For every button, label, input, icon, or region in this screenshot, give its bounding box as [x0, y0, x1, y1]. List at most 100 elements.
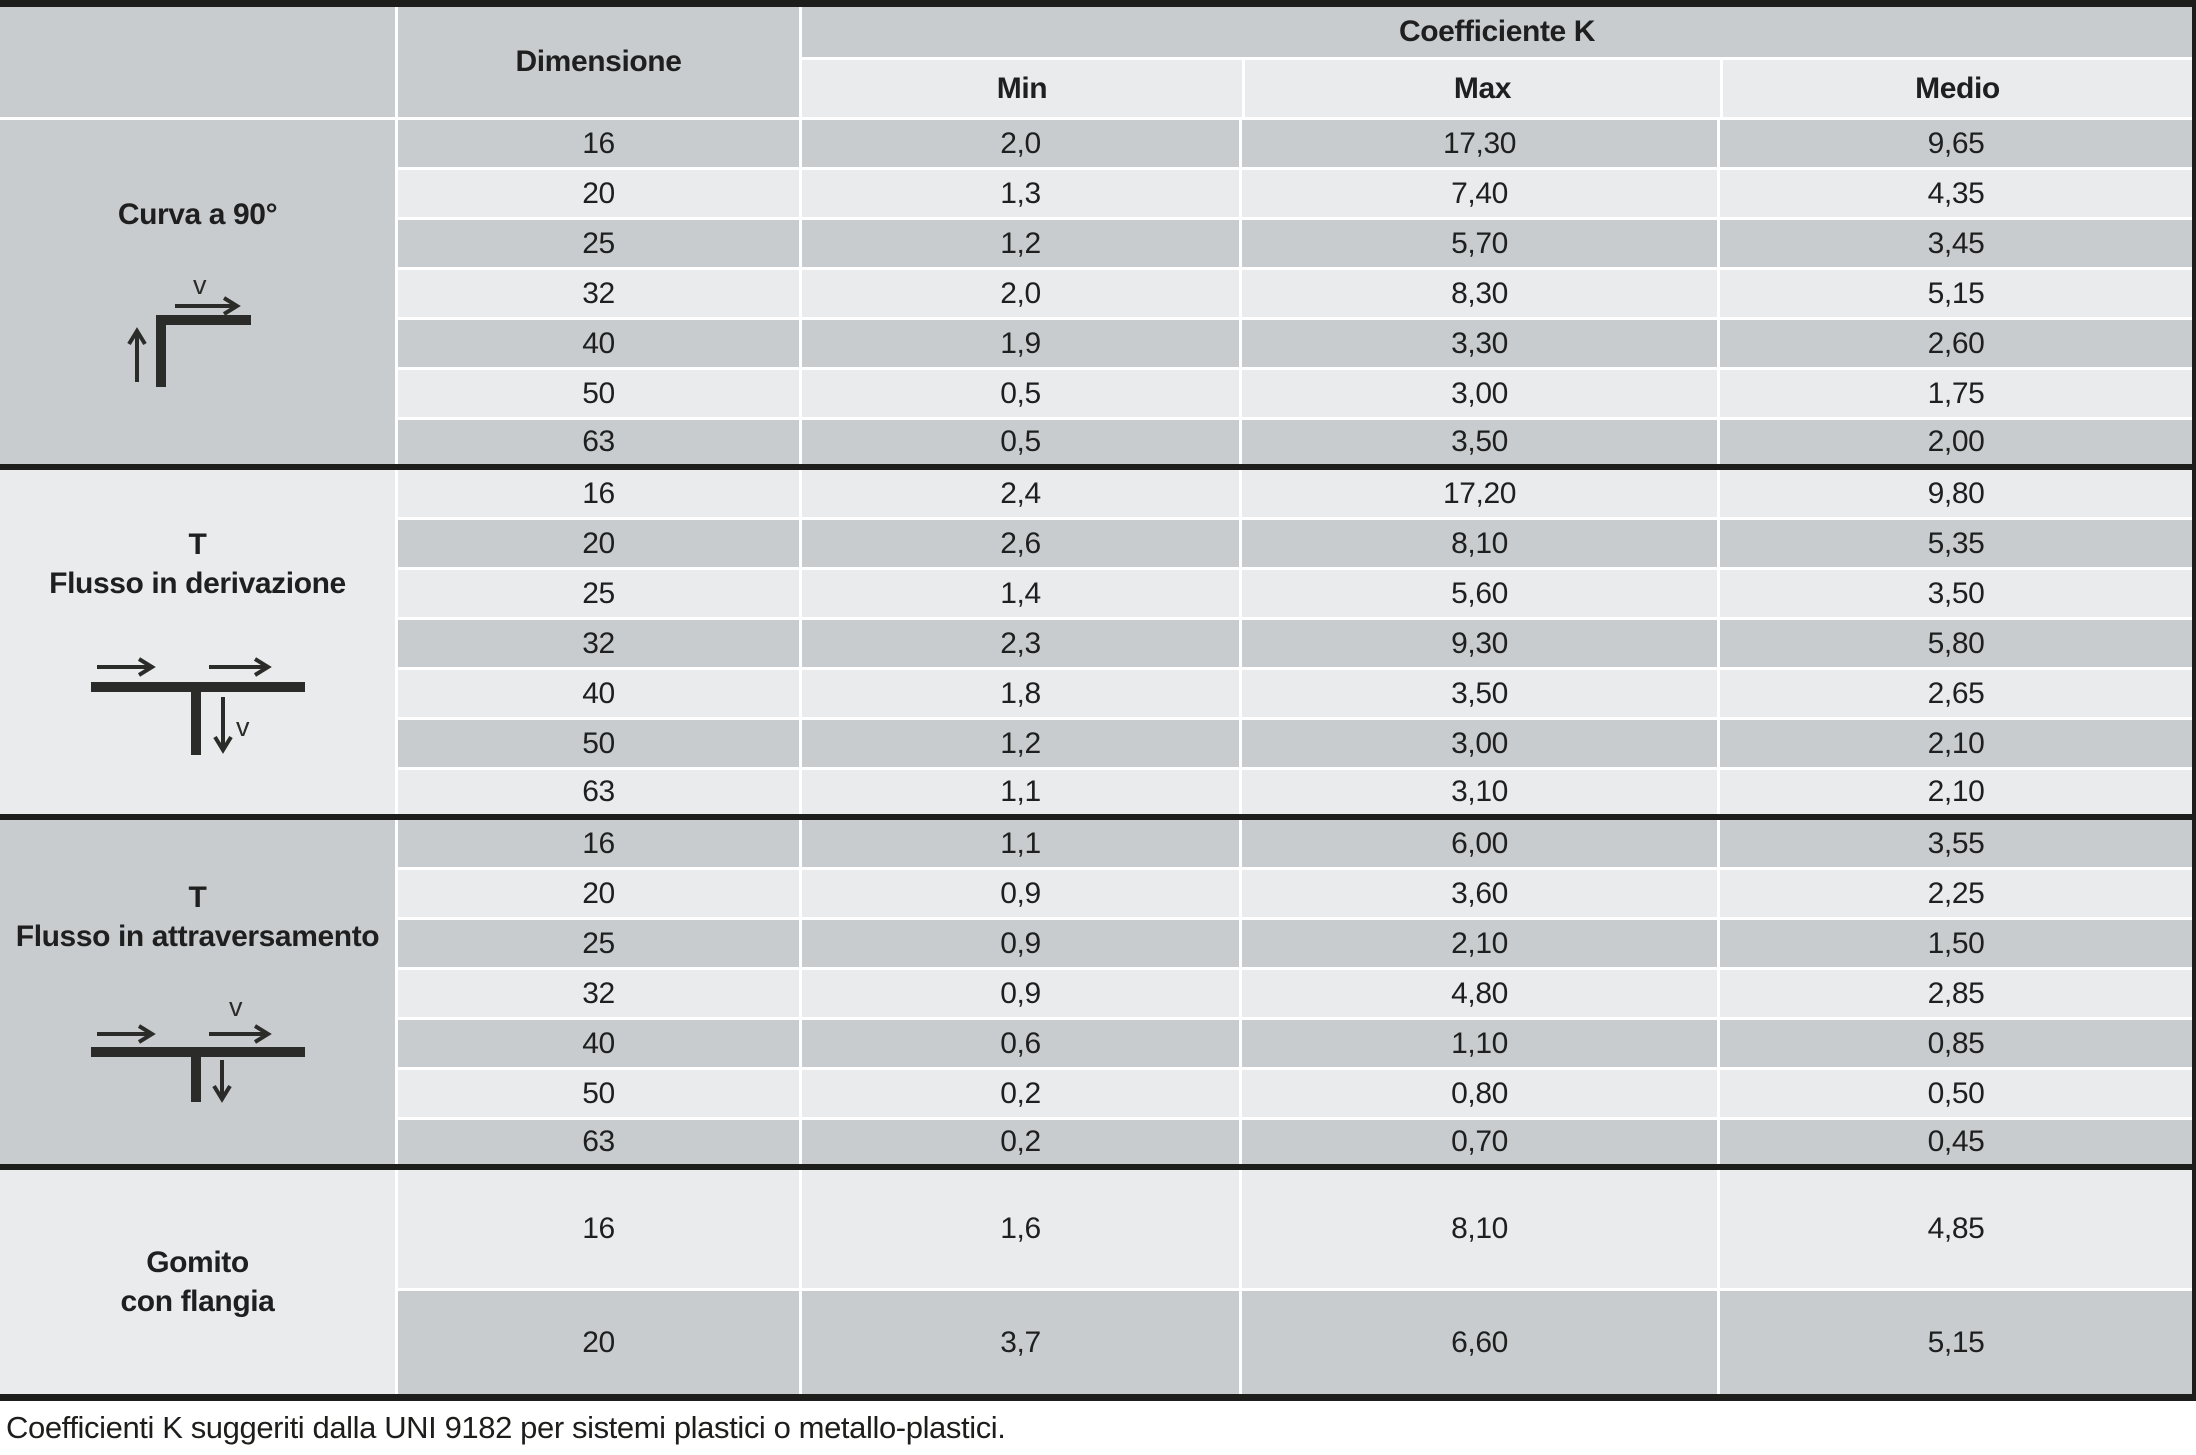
section-divider [0, 1164, 2192, 1170]
dimension-cell: 16 [395, 120, 799, 167]
section-label-cell: Curva a 90° v [0, 120, 395, 464]
section-gomito-con-flangia: Gomito con flangia 16 1,6 8,10 4,85 20 3,7 6,6… [0, 1170, 2192, 1394]
dimension-cell: 16 [395, 470, 799, 517]
min-column-header: Min [802, 60, 1242, 117]
max-cell: 0,70 [1239, 1120, 1717, 1164]
min-cell: 2,6 [799, 520, 1239, 567]
max-cell: 4,80 [1239, 970, 1717, 1017]
section-label-cell: Gomito con flangia [0, 1170, 395, 1394]
min-cell: 1,9 [799, 320, 1239, 367]
table-row: 25 0,9 2,10 1,50 [395, 920, 2192, 970]
max-cell: 3,60 [1239, 870, 1717, 917]
section-rows: 16 1,1 6,00 3,55 20 0,9 3,60 2,25 25 0,9 2,10 1,50 3… [395, 820, 2192, 1164]
dimension-column-header: Dimensione [395, 7, 799, 117]
dimension-cell: 50 [395, 1070, 799, 1117]
footer-note: Coefficienti K suggeriti dalla UNI 9182 … [6, 1410, 1006, 1445]
dimension-cell: 25 [395, 920, 799, 967]
table-row: 32 2,0 8,30 5,15 [395, 270, 2192, 320]
table-row: 16 2,0 17,30 9,65 [395, 120, 2192, 170]
min-cell: 0,2 [799, 1070, 1239, 1117]
coefficient-k-header-group: Coefficiente K Min Max Medio [799, 7, 2192, 117]
min-cell: 0,6 [799, 1020, 1239, 1067]
table-row: 40 0,6 1,10 0,85 [395, 1020, 2192, 1070]
table-row: 32 2,3 9,30 5,80 [395, 620, 2192, 670]
min-cell: 0,9 [799, 970, 1239, 1017]
medio-cell: 2,10 [1717, 720, 2192, 767]
coefficient-k-subheaders: Min Max Medio [802, 60, 2192, 117]
table-row: 63 0,2 0,70 0,45 [395, 1120, 2192, 1164]
medio-cell: 2,65 [1717, 670, 2192, 717]
medio-cell: 5,35 [1717, 520, 2192, 567]
max-cell: 3,00 [1239, 720, 1717, 767]
max-cell: 8,10 [1239, 1170, 1717, 1288]
dimension-cell: 25 [395, 220, 799, 267]
medio-cell: 2,10 [1717, 770, 2192, 814]
min-cell: 1,3 [799, 170, 1239, 217]
max-cell: 7,40 [1239, 170, 1717, 217]
min-cell: 2,4 [799, 470, 1239, 517]
max-cell: 6,00 [1239, 820, 1717, 867]
svg-text:v: v [229, 994, 243, 1022]
medio-cell: 1,75 [1717, 370, 2192, 417]
max-cell: 3,10 [1239, 770, 1717, 814]
max-cell: 17,30 [1239, 120, 1717, 167]
dimension-cell: 25 [395, 570, 799, 617]
section-divider [0, 464, 2192, 470]
medio-column-header: Medio [1720, 60, 2192, 117]
min-cell: 0,9 [799, 920, 1239, 967]
medio-cell: 2,85 [1717, 970, 2192, 1017]
dimension-cell: 40 [395, 1020, 799, 1067]
dimension-cell: 16 [395, 1170, 799, 1288]
table-row: 63 0,5 3,50 2,00 [395, 420, 2192, 464]
min-cell: 0,9 [799, 870, 1239, 917]
section-title: Curva a 90° [117, 197, 278, 231]
section-title: T Flusso in derivazione [49, 528, 346, 600]
medio-cell: 2,00 [1717, 420, 2192, 464]
min-cell: 2,0 [799, 120, 1239, 167]
dimension-cell: 20 [395, 1291, 799, 1394]
medio-cell: 0,50 [1717, 1070, 2192, 1117]
dimension-cell: 63 [395, 770, 799, 814]
table-row: 50 1,2 3,00 2,10 [395, 720, 2192, 770]
max-cell: 0,80 [1239, 1070, 1717, 1117]
section-rows: 16 2,4 17,20 9,80 20 2,6 8,10 5,35 25 1,4 5,60 3,50… [395, 470, 2192, 814]
min-cell: 1,1 [799, 770, 1239, 814]
dimension-cell: 32 [395, 620, 799, 667]
table-row: 50 0,2 0,80 0,50 [395, 1070, 2192, 1120]
fitting-type-header-cell [0, 7, 395, 117]
dimension-cell: 20 [395, 870, 799, 917]
max-cell: 1,10 [1239, 1020, 1717, 1067]
table-row: 63 1,1 3,10 2,10 [395, 770, 2192, 814]
max-cell: 2,10 [1239, 920, 1717, 967]
min-cell: 0,2 [799, 1120, 1239, 1164]
medio-cell: 3,45 [1717, 220, 2192, 267]
medio-cell: 2,60 [1717, 320, 2192, 367]
dimension-cell: 32 [395, 970, 799, 1017]
section-t-flusso-in-attraversamento: T Flusso in attraversamento v 16 1,1 6,00 3… [0, 820, 2192, 1164]
min-cell: 1,6 [799, 1170, 1239, 1288]
section-rows: 16 1,6 8,10 4,85 20 3,7 6,60 5,15 [395, 1170, 2192, 1394]
max-cell: 3,50 [1239, 420, 1717, 464]
medio-cell: 0,85 [1717, 1020, 2192, 1067]
min-cell: 1,2 [799, 720, 1239, 767]
min-cell: 1,8 [799, 670, 1239, 717]
max-cell: 8,30 [1239, 270, 1717, 317]
table-header: Dimensione Coefficiente K Min Max Medio [0, 7, 2192, 120]
dimension-cell: 16 [395, 820, 799, 867]
table-row: 25 1,4 5,60 3,50 [395, 570, 2192, 620]
tee-through-flow-icon: v [90, 994, 305, 1103]
medio-cell: 9,65 [1717, 120, 2192, 167]
max-cell: 3,50 [1239, 670, 1717, 717]
table-row: 25 1,2 5,70 3,45 [395, 220, 2192, 270]
dimension-cell: 63 [395, 420, 799, 464]
svg-text:v: v [193, 272, 207, 300]
max-cell: 6,60 [1239, 1291, 1717, 1394]
section-divider [0, 814, 2192, 820]
table-row: 16 2,4 17,20 9,80 [395, 470, 2192, 520]
table-row: 20 2,6 8,10 5,35 [395, 520, 2192, 570]
medio-cell: 5,15 [1717, 270, 2192, 317]
section-label-cell: T Flusso in derivazione v [0, 470, 395, 814]
coefficient-k-table: Dimensione Coefficiente K Min Max Medio … [0, 0, 2196, 1401]
svg-text:v: v [236, 712, 250, 742]
dimension-cell: 50 [395, 370, 799, 417]
